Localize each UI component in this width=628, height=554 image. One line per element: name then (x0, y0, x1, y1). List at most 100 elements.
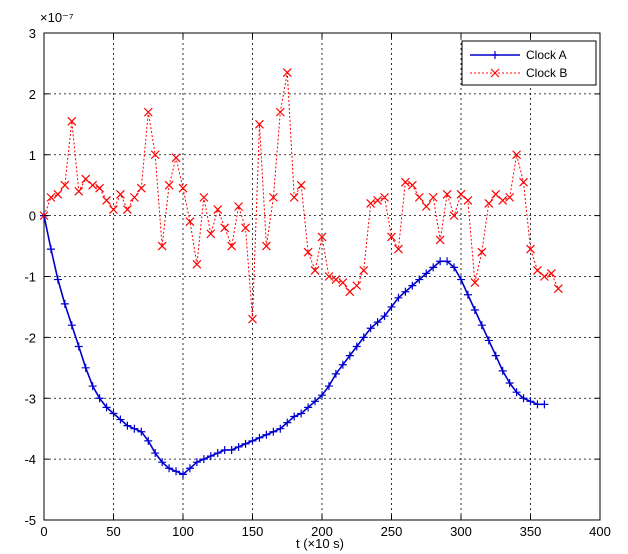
plot-border (43, 32, 601, 521)
data-point (380, 312, 389, 321)
data-point (165, 464, 174, 473)
legend-marker (490, 68, 500, 78)
data-point (324, 382, 333, 391)
data-point (352, 281, 362, 291)
data-point (366, 324, 375, 333)
plot-area (43, 32, 601, 521)
x-tick-label: 250 (381, 524, 403, 539)
data-point (192, 259, 202, 269)
data-point (74, 342, 83, 351)
data-point (387, 302, 396, 311)
data-point (380, 192, 389, 202)
legend-box (461, 40, 597, 86)
data-point (324, 272, 334, 281)
data-point (331, 369, 340, 378)
y-multiplier-label: ×10⁻⁷ (40, 10, 74, 25)
data-point (81, 363, 90, 372)
data-point (157, 241, 167, 251)
data-point (143, 107, 153, 117)
x-tick-label: 0 (40, 524, 47, 539)
data-point (505, 192, 515, 202)
data-point (296, 180, 306, 190)
x-axis-label: t (×10 s) (296, 536, 344, 551)
data-point (359, 333, 368, 342)
data-point (185, 464, 194, 473)
data-point (526, 244, 535, 254)
data-point (262, 430, 271, 439)
data-point (345, 351, 354, 360)
data-point (227, 241, 237, 251)
data-point (338, 360, 347, 369)
data-point (512, 150, 522, 160)
data-point (304, 403, 313, 412)
data-point (290, 412, 299, 421)
data-point (234, 202, 244, 211)
data-point (122, 205, 132, 214)
data-point (150, 150, 160, 160)
legend-label: Clock A (526, 48, 567, 62)
data-point (422, 269, 431, 278)
data-point (463, 195, 473, 205)
data-point (220, 223, 230, 233)
data-point (60, 299, 69, 308)
y-tick-label: -4 (24, 452, 36, 467)
data-point (116, 415, 125, 424)
data-point (456, 189, 466, 199)
data-point (408, 281, 417, 290)
data-point (67, 116, 77, 126)
data-point (449, 211, 459, 221)
data-point (164, 180, 174, 190)
data-point (137, 427, 146, 436)
data-point (213, 205, 223, 214)
x-tick-label: 200 (311, 524, 333, 539)
y-tick-label: -2 (24, 330, 36, 345)
y-tick-label: 2 (29, 87, 36, 102)
data-point (283, 418, 292, 427)
data-point (227, 445, 236, 454)
data-point (345, 287, 355, 297)
data-point (95, 183, 105, 193)
data-point (123, 421, 132, 430)
data-point (268, 192, 278, 202)
data-point (129, 192, 139, 202)
legend-label: Clock B (526, 66, 567, 80)
data-point (67, 321, 76, 330)
data-point (95, 394, 104, 403)
y-tick-label: -3 (24, 391, 36, 406)
data-point (331, 275, 341, 284)
data-point (519, 394, 528, 403)
data-point (498, 366, 507, 375)
data-point (158, 458, 167, 467)
data-point (519, 177, 528, 187)
data-point (533, 400, 542, 409)
data-point (206, 229, 216, 239)
data-point (275, 107, 285, 117)
data-point (102, 195, 111, 205)
data-point (387, 232, 396, 242)
data-point (352, 342, 361, 351)
data-point (255, 119, 264, 129)
data-point (109, 409, 118, 418)
y-tick-label: -1 (24, 270, 36, 285)
data-point (366, 199, 376, 208)
data-point (484, 199, 494, 208)
data-point (297, 409, 306, 418)
data-point (269, 427, 278, 436)
data-point (282, 68, 292, 77)
y-tick-label: 1 (29, 148, 36, 163)
data-point (421, 202, 431, 211)
data-point (400, 177, 410, 187)
data-point (88, 382, 97, 391)
data-point (179, 470, 187, 479)
data-point (436, 257, 445, 266)
x-tick-label: 50 (106, 524, 120, 539)
data-point (428, 192, 438, 202)
data-point (74, 186, 84, 196)
y-tick-label: 0 (29, 209, 36, 224)
tick-labels: 0 50 100 150 200 250 300 350 400 -5 -4 -3 -2 -1 0 1 2 3 (24, 26, 610, 539)
data-point (484, 336, 493, 345)
data-point (116, 189, 125, 199)
data-point (359, 265, 369, 275)
data-point (415, 275, 424, 284)
